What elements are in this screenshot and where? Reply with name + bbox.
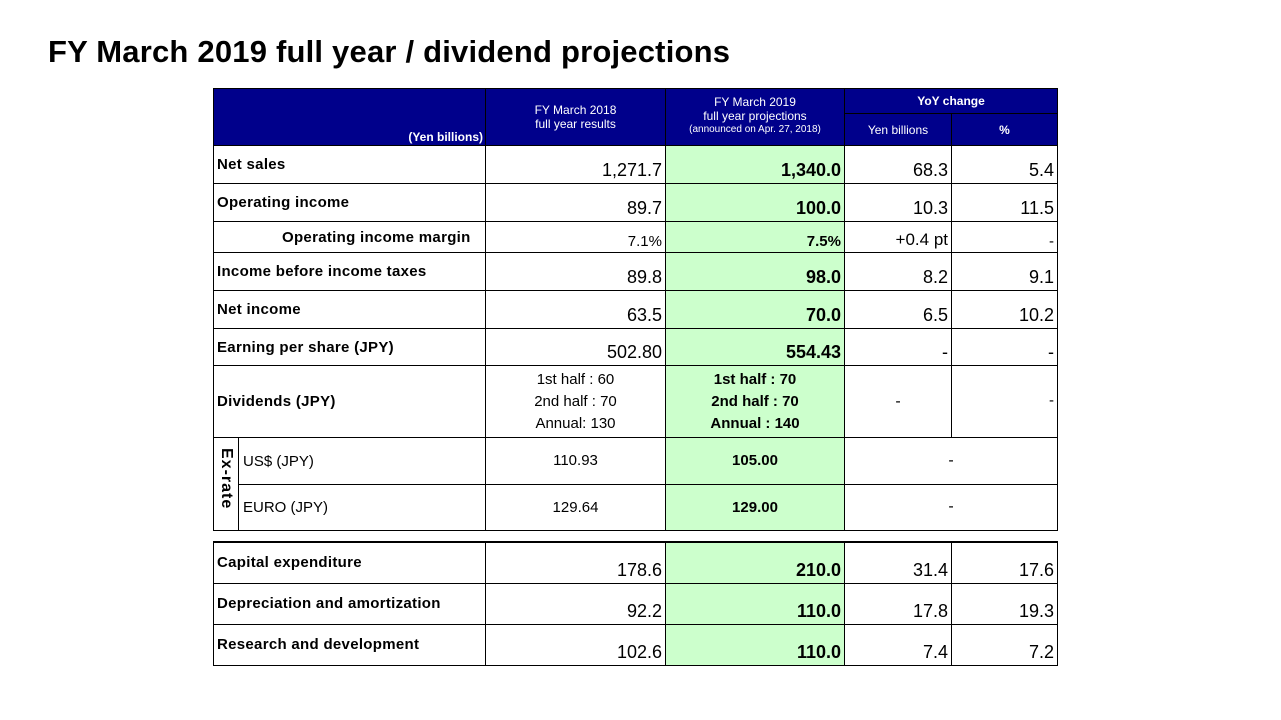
cell-yoy-yen: 17.8: [844, 582, 952, 625]
row-capex: Capital expenditure 178.6 210.0 31.4 17.…: [213, 541, 1058, 584]
cell-yoy-yen: 6.5: [844, 290, 952, 329]
header-fy2018-line2: full year results: [535, 117, 616, 131]
header-fy2019-line3: (announced on Apr. 27, 2018): [689, 124, 821, 135]
cell-fy2019: 110.0: [665, 623, 845, 666]
cell-fy2019: 210.0: [665, 541, 845, 584]
row-label: Operating income: [213, 183, 486, 222]
page-title: FY March 2019 full year / dividend proje…: [48, 34, 731, 69]
cell-yoy-yen: 8.2: [844, 252, 952, 291]
cell-yoy-yen: -: [844, 365, 952, 438]
cell-fy2018: 7.1%: [485, 221, 666, 253]
cell-fy2018: 89.8: [485, 252, 666, 291]
exrate-euro-label: EURO (JPY): [243, 499, 329, 516]
cell-yoy: -: [844, 437, 1058, 485]
header-fy2019-line1: FY March 2019: [714, 95, 796, 109]
header-yoy-yen: Yen billions: [844, 113, 952, 146]
cell-yoy-pct: -: [951, 328, 1058, 366]
dividend-second-half: 2nd half : 70: [711, 392, 799, 410]
header-fy2019-line2: full year projections: [703, 109, 807, 123]
cell-yoy-yen: +0.4 pt: [844, 221, 952, 253]
row-label: Dividends (JPY): [213, 365, 486, 438]
cell-fy2018: 502.80: [485, 328, 666, 366]
row-operating-income: Operating income 89.7 100.0 10.3 11.5: [213, 183, 1058, 222]
cell-fy2019: 105.00: [665, 437, 845, 485]
cell-yoy-pct: -: [951, 221, 1058, 253]
dividend-first-half: 1st half : 70: [713, 370, 797, 388]
cell-yoy-yen: -: [844, 328, 952, 366]
cell-yoy: -: [844, 483, 1058, 531]
exrate-usd-label: US$ (JPY): [239, 439, 485, 485]
cell-yoy-pct: -: [951, 365, 1058, 438]
row-label: Income before income taxes: [213, 252, 486, 291]
exrate-group: Ex-rate US$ (JPY) EURO (JPY): [213, 437, 486, 531]
header-yoy-pct: %: [951, 113, 1058, 146]
cell-yoy-pct: 9.1: [951, 252, 1058, 291]
row-income-before-taxes: Income before income taxes 89.8 98.0 8.2…: [213, 252, 1058, 291]
row-depreciation: Depreciation and amortization 92.2 110.0…: [213, 582, 1058, 625]
cell-fy2019: 554.43: [665, 328, 845, 366]
header-fy2019: FY March 2019 full year projections (ann…: [665, 88, 845, 146]
cell-fy2018: 1,271.7: [485, 145, 666, 184]
cell-fy2018: 110.93: [485, 437, 666, 485]
header-fy2018-line1: FY March 2018: [534, 103, 617, 117]
cell-yoy-pct: 5.4: [951, 145, 1058, 184]
row-exrate-usd: Ex-rate US$ (JPY) EURO (JPY) 110.93 105.…: [213, 437, 1058, 531]
cell-fy2019: 70.0: [665, 290, 845, 329]
cell-fy2018: 1st half : 60 2nd half : 70 Annual: 130: [485, 365, 666, 438]
cell-fy2018: 63.5: [485, 290, 666, 329]
dividend-first-half: 1st half : 60: [536, 370, 615, 388]
cell-fy2019: 7.5%: [665, 221, 845, 253]
cell-fy2018: 89.7: [485, 183, 666, 222]
investments-table: Capital expenditure 178.6 210.0 31.4 17.…: [213, 541, 1058, 666]
row-net-income: Net income 63.5 70.0 6.5 10.2: [213, 290, 1058, 329]
dividend-annual: Annual: 130: [535, 414, 616, 432]
header-unit: (Yen billions): [213, 88, 486, 146]
row-label: Net sales: [213, 145, 486, 184]
exrate-side: Ex-rate: [215, 438, 239, 530]
cell-yoy-pct: 10.2: [951, 290, 1058, 329]
row-eps: Earning per share (JPY) 502.80 554.43 - …: [213, 328, 1058, 366]
cell-fy2019: 129.00: [665, 483, 845, 531]
cell-yoy-yen: 7.4: [844, 623, 952, 666]
cell-yoy-yen: 10.3: [844, 183, 952, 222]
row-net-sales: Net sales 1,271.7 1,340.0 68.3 5.4: [213, 145, 1058, 184]
projections-table: (Yen billions) FY March 2018 full year r…: [213, 88, 1058, 531]
cell-yoy-yen: 31.4: [844, 541, 952, 584]
cell-yoy-pct: 17.6: [951, 541, 1058, 584]
row-label: Research and development: [213, 623, 486, 666]
row-operating-margin: Operating income margin 7.1% 7.5% +0.4 p…: [213, 221, 1058, 253]
cell-yoy-pct: 7.2: [951, 623, 1058, 666]
cell-fy2018: 102.6: [485, 623, 666, 666]
cell-fy2019: 100.0: [665, 183, 845, 222]
row-label: Capital expenditure: [213, 541, 486, 584]
row-rnd: Research and development 102.6 110.0 7.4…: [213, 623, 1058, 666]
cell-yoy-pct: 11.5: [951, 183, 1058, 222]
cell-yoy-pct: 19.3: [951, 582, 1058, 625]
header-fy2018: FY March 2018 full year results: [485, 88, 666, 146]
cell-fy2018: 178.6: [485, 541, 666, 584]
row-label: Net income: [213, 290, 486, 329]
cell-fy2019: 1st half : 70 2nd half : 70 Annual : 140: [665, 365, 845, 438]
cell-fy2018: 129.64: [485, 483, 666, 531]
cell-fy2019: 1,340.0: [665, 145, 845, 184]
exrate-label: Ex-rate: [218, 448, 235, 510]
row-label: Operating income margin: [213, 221, 486, 253]
cell-fy2018: 92.2: [485, 582, 666, 625]
cell-yoy-yen: 68.3: [844, 145, 952, 184]
dividend-second-half: 2nd half : 70: [534, 392, 617, 410]
dividend-annual: Annual : 140: [710, 414, 800, 432]
cell-fy2019: 98.0: [665, 252, 845, 291]
row-dividends: Dividends (JPY) 1st half : 60 2nd half :…: [213, 365, 1058, 438]
header-yoy: YoY change: [844, 88, 1058, 114]
row-exrate-euro: 129.64 129.00 -: [214, 483, 1058, 531]
row-label: Earning per share (JPY): [213, 328, 486, 366]
cell-fy2019: 110.0: [665, 582, 845, 625]
row-label: Depreciation and amortization: [213, 582, 486, 625]
